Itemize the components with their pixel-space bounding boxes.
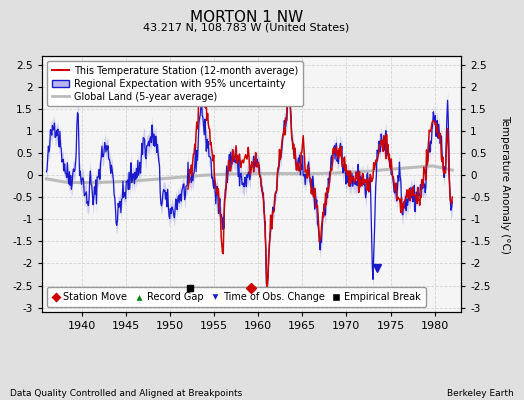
Text: Berkeley Earth: Berkeley Earth [447,389,514,398]
Text: Data Quality Controlled and Aligned at Breakpoints: Data Quality Controlled and Aligned at B… [10,389,243,398]
Y-axis label: Temperature Anomaly (°C): Temperature Anomaly (°C) [500,114,510,254]
Text: 43.217 N, 108.783 W (United States): 43.217 N, 108.783 W (United States) [143,22,350,32]
Legend: Station Move, Record Gap, Time of Obs. Change, Empirical Break: Station Move, Record Gap, Time of Obs. C… [47,288,426,307]
Text: MORTON 1 NW: MORTON 1 NW [190,10,303,25]
